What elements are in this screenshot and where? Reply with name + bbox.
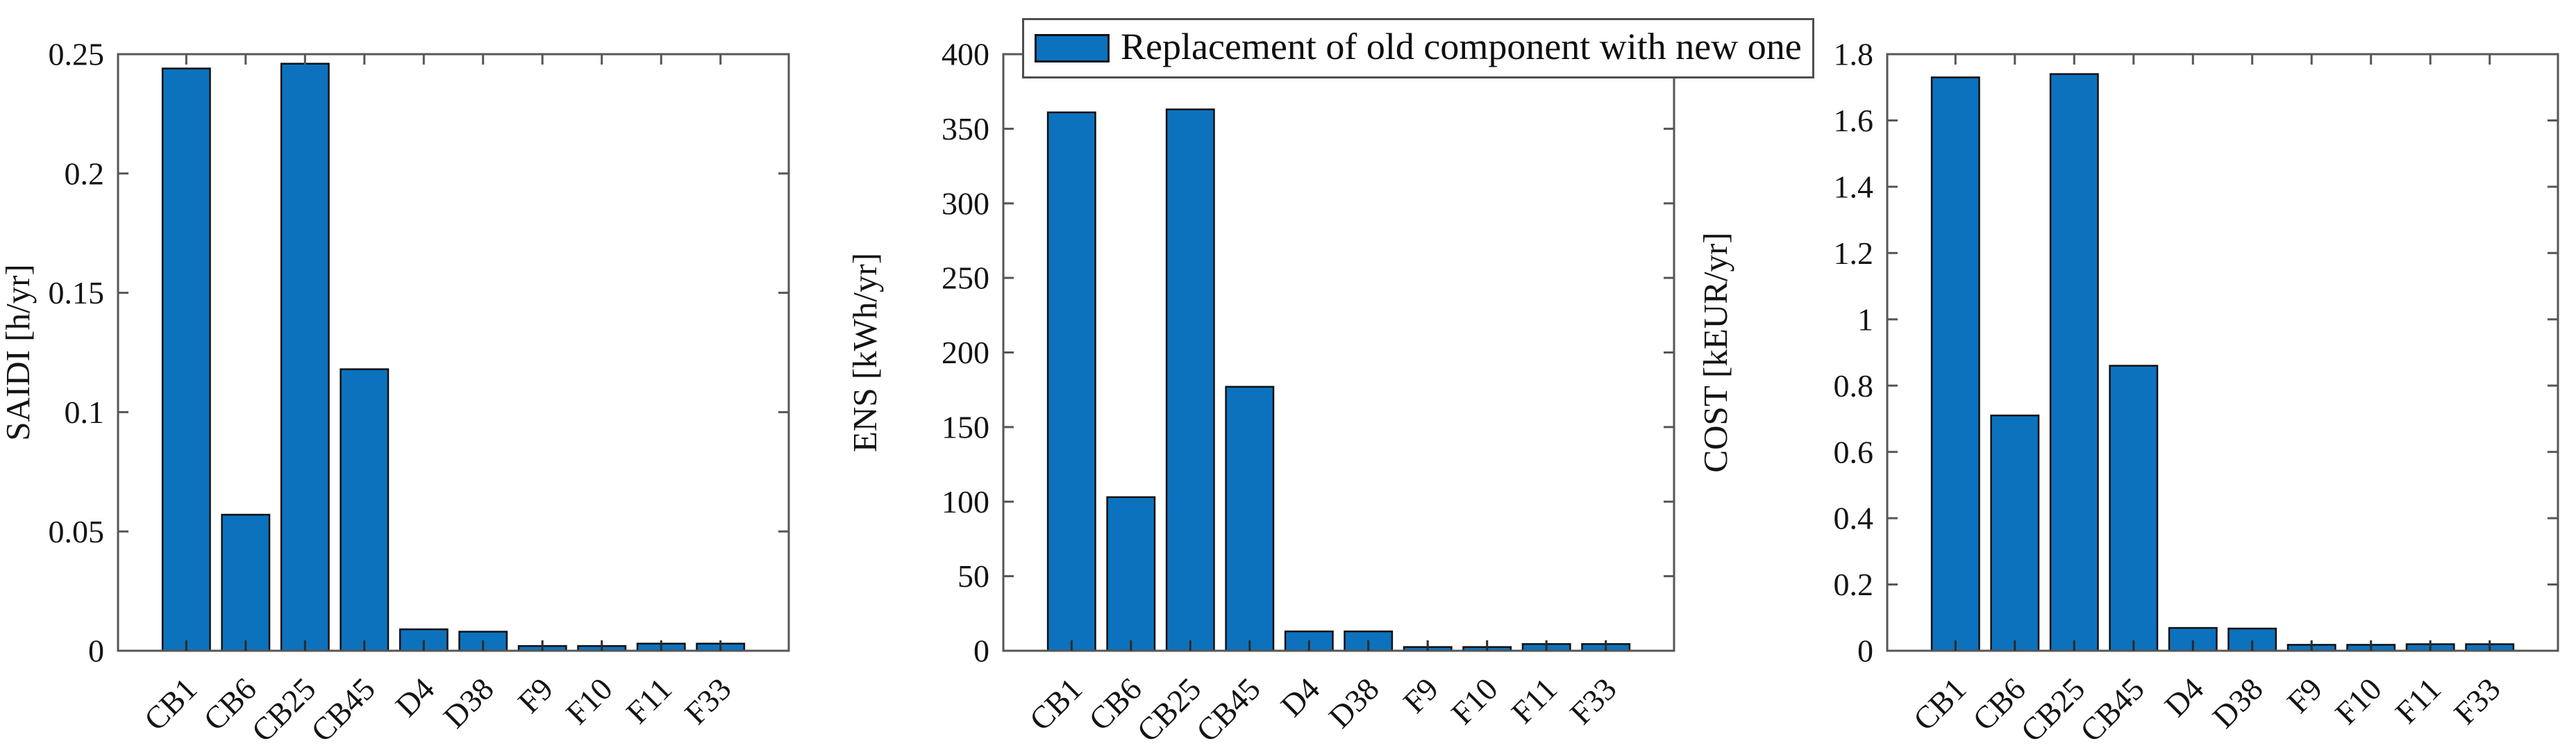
x-tick-label-cb25: CB25 bbox=[244, 671, 322, 748]
bar-cb6 bbox=[1990, 414, 2040, 652]
y-tick-label: 100 bbox=[942, 484, 989, 520]
bar-cb45 bbox=[340, 368, 390, 652]
axes-box bbox=[1886, 53, 2559, 652]
bar-cb1 bbox=[161, 67, 211, 652]
y-tick-label: 350 bbox=[942, 111, 989, 147]
bar-cb6 bbox=[221, 513, 271, 652]
y-tick-label: 0.05 bbox=[49, 514, 105, 549]
y-tick-label: 1.2 bbox=[1834, 235, 1874, 271]
x-tick-label-d4: D4 bbox=[2158, 671, 2211, 724]
y-axis-label-saidi: SAIDI [h/yr] bbox=[0, 264, 37, 440]
y-tick-label: 0.4 bbox=[1834, 501, 1874, 536]
y-tick-label: 0 bbox=[973, 633, 989, 669]
x-tick-label-cb45: CB45 bbox=[304, 671, 382, 748]
x-tick-label-cb25: CB25 bbox=[2014, 671, 2091, 748]
bar-cb6 bbox=[1106, 496, 1156, 652]
bar-cb25 bbox=[2049, 73, 2099, 652]
x-tick-label-cb1: CB1 bbox=[1023, 671, 1089, 738]
x-tick-label-f33: F33 bbox=[678, 671, 738, 731]
x-tick-label-cb1: CB1 bbox=[137, 671, 204, 738]
x-tick-label-f10: F10 bbox=[559, 671, 619, 731]
x-tick-label-d4: D4 bbox=[1274, 671, 1327, 724]
y-tick-label: 1.4 bbox=[1834, 169, 1874, 205]
y-tick-label: 0.6 bbox=[1834, 434, 1874, 469]
x-tick-label-d38: D38 bbox=[437, 671, 501, 735]
y-tick-label: 400 bbox=[942, 37, 989, 72]
bar-cb25 bbox=[1165, 108, 1215, 652]
y-tick-label: 0.25 bbox=[49, 37, 105, 72]
x-tick-label-f9: F9 bbox=[1396, 671, 1445, 720]
bar-cb45 bbox=[1225, 385, 1275, 652]
axes-box bbox=[1002, 53, 1675, 652]
x-tick-label-d38: D38 bbox=[1322, 671, 1386, 735]
x-tick-label-f11: F11 bbox=[1505, 671, 1564, 730]
y-tick-label: 200 bbox=[942, 335, 989, 370]
x-tick-label-f9: F9 bbox=[511, 671, 560, 720]
x-tick-label-f11: F11 bbox=[2389, 671, 2448, 730]
legend: Replacement of old component with new on… bbox=[1022, 18, 1814, 78]
y-tick-label: 0.8 bbox=[1834, 368, 1874, 404]
x-tick-label-cb45: CB45 bbox=[2073, 671, 2151, 748]
x-tick-label-f10: F10 bbox=[2328, 671, 2389, 731]
y-tick-label: 0 bbox=[1857, 633, 1873, 669]
x-tick-label-d38: D38 bbox=[2206, 671, 2270, 735]
x-tick-label-f33: F33 bbox=[1563, 671, 1623, 731]
y-tick-label: 1 bbox=[1857, 301, 1873, 337]
legend-label: Replacement of old component with new on… bbox=[1121, 25, 1802, 67]
x-tick-label-cb25: CB25 bbox=[1130, 671, 1207, 748]
bar-cb1 bbox=[1046, 111, 1096, 652]
x-tick-label-cb45: CB45 bbox=[1189, 671, 1267, 748]
y-tick-label: 0 bbox=[88, 633, 104, 669]
legend-swatch bbox=[1035, 34, 1110, 63]
y-tick-label: 300 bbox=[942, 185, 989, 221]
bar-cb45 bbox=[2109, 365, 2159, 652]
y-tick-label: 150 bbox=[942, 410, 989, 445]
axes-box bbox=[117, 53, 790, 652]
y-tick-label: 0.15 bbox=[49, 275, 105, 310]
y-tick-label: 0.2 bbox=[65, 156, 105, 191]
bar-cb25 bbox=[280, 63, 330, 652]
y-tick-label: 1.8 bbox=[1834, 37, 1874, 72]
y-tick-label: 1.6 bbox=[1834, 103, 1874, 138]
x-tick-label-f9: F9 bbox=[2280, 671, 2329, 720]
y-tick-label: 50 bbox=[957, 558, 989, 594]
x-tick-label-f11: F11 bbox=[619, 671, 678, 730]
y-axis-label-cost: COST [kEUR/yr] bbox=[1696, 232, 1734, 472]
y-tick-label: 250 bbox=[942, 260, 989, 296]
x-tick-label-f10: F10 bbox=[1444, 671, 1505, 731]
y-axis-label-ens: ENS [kWh/yr] bbox=[846, 253, 884, 452]
x-tick-label-cb1: CB1 bbox=[1907, 671, 1973, 738]
bar-cb1 bbox=[1930, 76, 1980, 652]
x-tick-label-d4: D4 bbox=[389, 671, 442, 724]
chart-cost: 00.20.40.60.811.21.41.61.8CB1CB6CB25CB45… bbox=[1696, 37, 2559, 748]
y-tick-label: 0.2 bbox=[1834, 567, 1874, 602]
y-tick-label: 0.1 bbox=[65, 394, 105, 430]
x-tick-label-f33: F33 bbox=[2447, 671, 2507, 731]
